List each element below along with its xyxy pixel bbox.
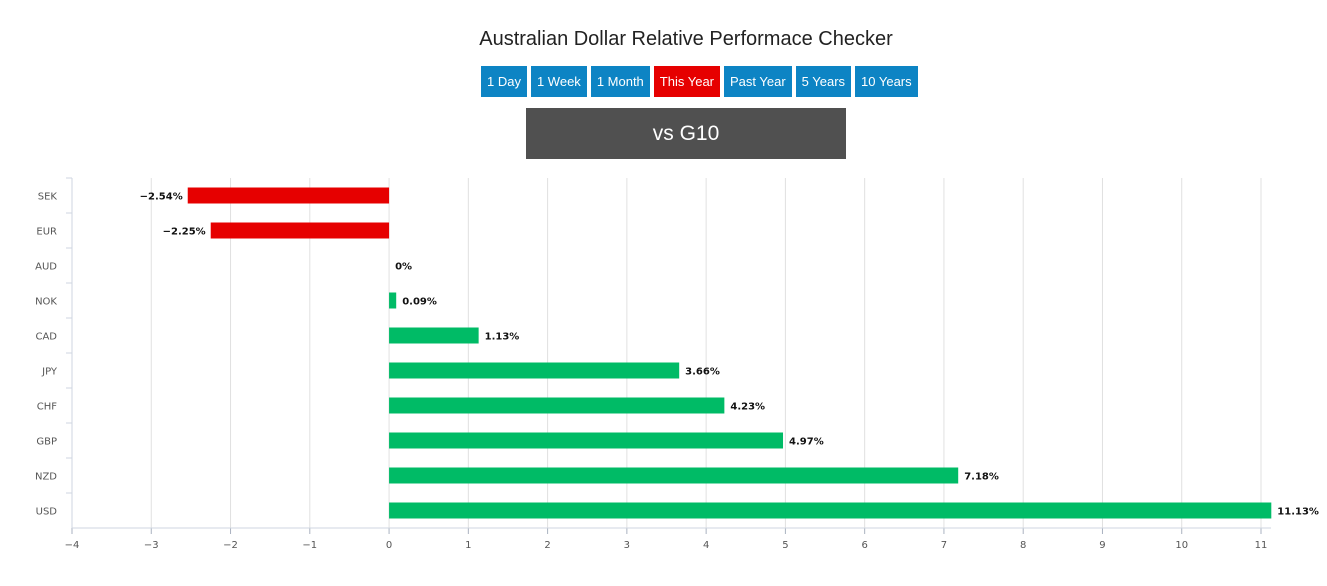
x-tick-label: 0: [386, 540, 392, 551]
range-button-this-year[interactable]: This Year: [653, 66, 720, 97]
category-label: NZD: [35, 472, 57, 483]
data-label-cad: 1.13%: [485, 332, 520, 343]
range-button-5-years[interactable]: 5 Years: [795, 66, 852, 97]
x-tick-label: −3: [144, 540, 159, 551]
bar-chf[interactable]: [389, 397, 725, 414]
x-tick-label: 9: [1099, 540, 1105, 551]
data-label-eur: −2.25%: [163, 227, 206, 238]
bars: [187, 187, 1272, 519]
comparison-banner: vs G10: [526, 108, 846, 159]
data-label-gbp: 4.97%: [789, 437, 824, 448]
data-label-jpy: 3.66%: [685, 367, 720, 378]
range-button-1-day[interactable]: 1 Day: [481, 66, 527, 97]
x-tick-label: 10: [1175, 540, 1188, 551]
data-label-nzd: 7.18%: [964, 472, 999, 483]
data-labels: −2.54% −2.25% 0% 0.09% 1.13% 3.66% 4.23% 4.97% 7…: [140, 192, 1319, 518]
category-label: AUD: [35, 262, 57, 273]
category-label: SEK: [38, 192, 58, 203]
category-label: EUR: [36, 227, 57, 238]
page-title: Australian Dollar Relative Performace Ch…: [479, 28, 893, 50]
x-tick-label: −1: [302, 540, 317, 551]
x-tick-label: 6: [861, 540, 867, 551]
category-label: USD: [36, 507, 58, 518]
bar-nzd[interactable]: [389, 467, 959, 484]
category-label: GBP: [36, 437, 57, 448]
data-label-nok: 0.09%: [402, 297, 437, 308]
time-range-selector: 1 Day 1 Week 1 Month This Year Past Year…: [481, 66, 918, 97]
range-button-past-year[interactable]: Past Year: [724, 66, 792, 97]
axes: −4 −3 −2 −1 0 1 2 3 4 5 6 7 8 9 10 11 SEK EUR AUD NOK CAD JPY…: [35, 177, 1271, 551]
data-label-usd: 11.13%: [1277, 507, 1319, 518]
bar-eur[interactable]: [210, 222, 390, 239]
category-label: CHF: [37, 402, 58, 413]
bar-sek[interactable]: [187, 187, 390, 204]
range-button-1-week[interactable]: 1 Week: [530, 66, 587, 97]
range-button-10-years[interactable]: 10 Years: [855, 66, 918, 97]
data-label-chf: 4.23%: [730, 402, 765, 413]
category-label: CAD: [35, 332, 57, 343]
data-label-sek: −2.54%: [140, 192, 183, 203]
bar-jpy[interactable]: [389, 362, 680, 379]
bar-nok[interactable]: [389, 292, 397, 309]
category-label: JPY: [41, 367, 58, 378]
x-tick-label: 2: [544, 540, 550, 551]
category-label: NOK: [35, 297, 57, 308]
data-label-aud: 0%: [395, 262, 412, 273]
x-tick-label: 4: [703, 540, 709, 551]
bar-usd[interactable]: [389, 502, 1272, 519]
x-tick-label: −4: [65, 540, 80, 551]
x-tick-label: −2: [223, 540, 238, 551]
range-button-1-month[interactable]: 1 Month: [590, 66, 650, 97]
x-tick-label: 5: [782, 540, 788, 551]
x-tick-label: 8: [1020, 540, 1026, 551]
x-tick-label: 11: [1255, 540, 1268, 551]
bar-gbp[interactable]: [389, 432, 784, 449]
x-tick-label: 1: [465, 540, 471, 551]
x-tick-label: 7: [941, 540, 947, 551]
x-tick-label: 3: [624, 540, 630, 551]
bar-cad[interactable]: [389, 327, 479, 344]
